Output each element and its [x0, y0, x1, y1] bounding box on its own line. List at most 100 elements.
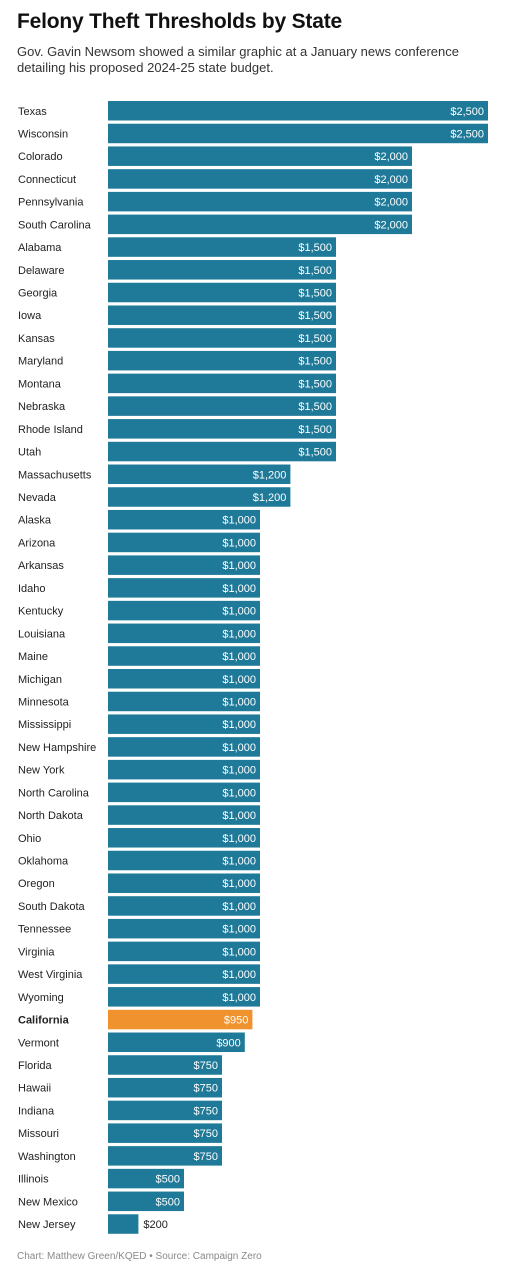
chart-title: Felony Theft Thresholds by State — [17, 10, 342, 33]
bar-texas — [108, 101, 488, 121]
bar-idaho — [108, 578, 260, 598]
bar-north-dakota — [108, 805, 260, 825]
value-label-montana: $1,500 — [298, 378, 332, 390]
category-label-virginia: Virginia — [18, 946, 55, 958]
category-label-utah: Utah — [18, 447, 41, 459]
value-label-michigan: $1,000 — [222, 674, 256, 686]
category-label-north-dakota: North Dakota — [18, 810, 84, 822]
value-label-maryland: $1,500 — [298, 356, 332, 368]
value-label-utah: $1,500 — [298, 447, 332, 459]
category-label-california: California — [18, 1015, 70, 1027]
bar-arkansas — [108, 555, 260, 575]
chart-subtitle: Gov. Gavin Newsom showed a similar graph… — [17, 44, 459, 75]
bar-nebraska — [108, 396, 336, 416]
bar-minnesota — [108, 691, 260, 712]
bar-massachusetts — [108, 464, 291, 485]
value-label-missouri: $750 — [194, 1128, 218, 1140]
category-label-louisiana: Louisiana — [18, 628, 66, 640]
bar-washington — [108, 1146, 222, 1166]
category-label-nevada: Nevada — [18, 492, 57, 504]
category-label-nebraska: Nebraska — [18, 401, 66, 413]
value-label-oregon: $1,000 — [222, 878, 256, 890]
bar-arizona — [108, 532, 260, 553]
bar-new-mexico — [108, 1191, 184, 1212]
category-label-missouri: Missouri — [18, 1128, 59, 1140]
value-label-north-dakota: $1,000 — [222, 810, 256, 822]
bar-missouri — [108, 1123, 222, 1143]
bar-pennsylvania — [108, 191, 412, 212]
category-label-oklahoma: Oklahoma — [18, 856, 69, 868]
bar-chart: Texas $2,500 Wisconsin $2,500 Colorado $2,000… — [18, 101, 488, 1234]
value-label-minnesota: $1,000 — [222, 696, 256, 708]
bar-california — [108, 1009, 253, 1030]
category-label-new-hampshire: New Hampshire — [18, 742, 96, 754]
value-label-kentucky: $1,000 — [222, 606, 256, 618]
value-label-colorado: $2,000 — [374, 151, 408, 163]
bar-tennessee — [108, 918, 260, 939]
category-label-alabama: Alabama — [18, 242, 62, 254]
value-label-south-dakota: $1,000 — [222, 901, 256, 913]
value-label-new-jersey: $200 — [143, 1219, 167, 1231]
bar-ohio — [108, 828, 260, 848]
value-label-arkansas: $1,000 — [222, 560, 256, 572]
value-label-vermont: $900 — [216, 1037, 240, 1049]
bar-montana — [108, 373, 336, 394]
value-label-oklahoma: $1,000 — [222, 856, 256, 868]
value-label-washington: $750 — [194, 1151, 218, 1163]
category-label-washington: Washington — [18, 1151, 76, 1163]
category-label-indiana: Indiana — [18, 1105, 55, 1117]
value-label-arizona: $1,000 — [222, 537, 256, 549]
value-label-west-virginia: $1,000 — [222, 969, 256, 981]
category-label-maryland: Maryland — [18, 356, 63, 368]
value-label-hawaii: $750 — [194, 1083, 218, 1095]
value-label-delaware: $1,500 — [298, 265, 332, 277]
category-label-rhode-island: Rhode Island — [18, 424, 83, 436]
bar-new-jersey — [108, 1214, 139, 1234]
category-label-wisconsin: Wisconsin — [18, 128, 68, 140]
category-label-florida: Florida — [18, 1060, 53, 1072]
bar-oklahoma — [108, 850, 260, 871]
value-label-connecticut: $2,000 — [374, 174, 408, 186]
category-label-wyoming: Wyoming — [18, 992, 64, 1004]
category-label-iowa: Iowa — [18, 310, 42, 322]
value-label-indiana: $750 — [194, 1105, 218, 1117]
value-label-ohio: $1,000 — [222, 833, 256, 845]
category-label-pennsylvania: Pennsylvania — [18, 197, 84, 209]
category-label-new-york: New York — [18, 765, 65, 777]
category-label-minnesota: Minnesota — [18, 696, 70, 708]
bar-vermont — [108, 1032, 245, 1053]
category-label-arizona: Arizona — [18, 537, 56, 549]
value-label-iowa: $1,500 — [298, 310, 332, 322]
bar-alabama — [108, 237, 336, 257]
category-label-tennessee: Tennessee — [18, 924, 71, 936]
bar-connecticut — [108, 169, 412, 189]
bar-alaska — [108, 509, 260, 530]
value-label-louisiana: $1,000 — [222, 628, 256, 640]
category-label-oregon: Oregon — [18, 878, 55, 890]
bar-colorado — [108, 146, 412, 166]
bar-new-york — [108, 759, 260, 780]
bar-michigan — [108, 669, 260, 689]
value-label-tennessee: $1,000 — [222, 924, 256, 936]
bar-kentucky — [108, 600, 260, 621]
bar-delaware — [108, 260, 336, 280]
bar-mississippi — [108, 714, 260, 734]
bar-oregon — [108, 873, 260, 893]
value-label-north-carolina: $1,000 — [222, 787, 256, 799]
bar-maryland — [108, 350, 336, 371]
category-label-vermont: Vermont — [18, 1037, 59, 1049]
bar-south-carolina — [108, 214, 412, 235]
category-label-delaware: Delaware — [18, 265, 64, 277]
value-label-california: $950 — [224, 1015, 248, 1027]
value-label-nebraska: $1,500 — [298, 401, 332, 413]
bar-indiana — [108, 1100, 222, 1121]
category-label-ohio: Ohio — [18, 833, 41, 845]
value-label-alabama: $1,500 — [298, 242, 332, 254]
value-label-south-carolina: $2,000 — [374, 219, 408, 231]
category-label-connecticut: Connecticut — [18, 174, 76, 186]
bar-iowa — [108, 305, 336, 325]
category-label-texas: Texas — [18, 106, 47, 118]
value-label-kansas: $1,500 — [298, 333, 332, 345]
value-label-nevada: $1,200 — [253, 492, 287, 504]
category-label-michigan: Michigan — [18, 674, 62, 686]
